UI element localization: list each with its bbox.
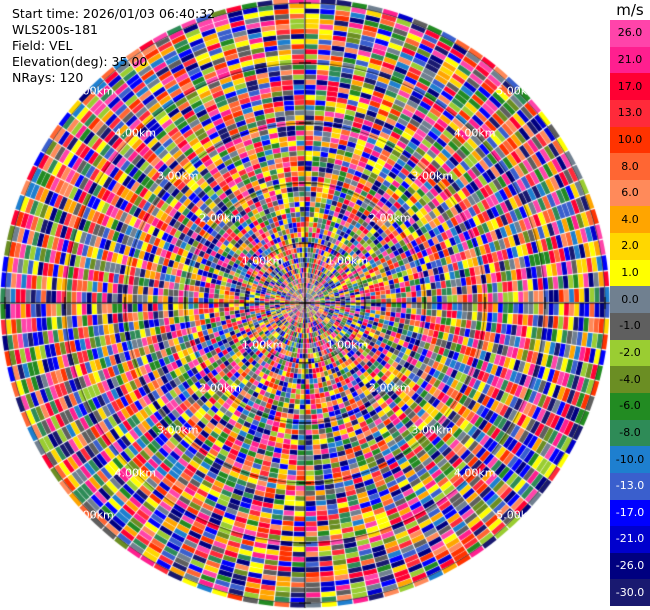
range-ring-label: 1.00km [241,338,284,352]
colorbar-cell: -13.0 [610,472,650,500]
start-time-text: Start time: 2026/01/03 06:40:32 [12,6,216,21]
colorbar-cell: -26.0 [610,552,650,580]
colorbar-tick-label: -10.0 [615,452,645,466]
range-ring-label: 5.00km [72,508,114,522]
colorbar-cell: 26.0 [610,20,650,47]
colorbar-tick-label: -6.0 [619,399,641,413]
colorbar-cell: 13.0 [610,99,650,127]
velocity-colorbar: m/s 26.0 21.0 17.0 13.0 10.0 8.0 6.0 4.0 2.0 1.0 0… [610,0,650,610]
colorbar-tick-label: 13.0 [617,106,643,120]
range-ring-label: 3.00km [156,423,199,437]
elevation-text: Elevation(deg): 35.00 [12,54,148,69]
colorbar-cell: -10.0 [610,446,650,473]
range-ring-label: 2.00km [199,211,241,225]
colorbar-cell: 6.0 [610,179,650,207]
colorbar-cell: -4.0 [610,366,650,393]
range-ring-label: 3.00km [411,423,454,437]
colorbar-unit: m/s [616,1,644,19]
colorbar-cell: -30.0 [610,579,650,607]
colorbar-tick-label: -17.0 [615,505,645,519]
colorbar-cell: 8.0 [610,153,650,180]
nrays-text: NRays: 120 [12,70,84,85]
range-ring-label: 4.00km [114,126,157,140]
range-ring-label: 4.00km [453,126,496,140]
range-ring-label: 3.00km [156,169,199,183]
colorbar-tick-label: -8.0 [619,425,641,439]
colorbar-cell: -6.0 [610,392,650,420]
colorbar-cell: -1.0 [610,313,650,340]
range-ring-label: 2.00km [199,381,241,395]
colorbar-tick-label: -2.0 [619,346,641,359]
range-ring-label: 1.00km [326,338,369,352]
colorbar-tick-label: 17.0 [617,79,643,93]
colorbar-cell: 1.0 [610,259,650,287]
colorbar-tick-label: 0.0 [621,292,639,306]
range-ring-label: 1.00km [241,254,284,268]
colorbar-tick-label: 21.0 [617,52,643,66]
range-ring-label: 2.00km [369,381,411,395]
colorbar-tick-label: 8.0 [621,159,639,173]
colorbar-tick-label: -21.0 [615,532,645,546]
field-text: Field: VEL [12,38,73,53]
colorbar-cell: -8.0 [610,419,650,447]
colorbar-tick-label: 1.0 [621,266,639,280]
colorbar-tick-label: -1.0 [619,319,641,333]
colorbar-cell: 4.0 [610,206,650,234]
colorbar-tick-label: -4.0 [619,372,641,386]
colorbar-cell: -17.0 [610,499,650,527]
colorbar-tick-label: -26.0 [615,559,645,573]
range-ring-label: 5.00km [72,84,114,98]
colorbar-tick-label: 26.0 [617,26,643,40]
range-ring-label: 4.00km [114,466,157,480]
range-ring-label: 5.00km [496,508,538,522]
scan-info: Start time: 2026/01/03 06:40:32 WLS200s-… [12,6,215,86]
range-ring-label: 5.00km [496,84,538,98]
colorbar-cell: 10.0 [610,126,650,154]
range-ring-label: 3.00km [411,169,454,183]
colorbar-tick-label: 10.0 [617,132,643,146]
range-ring-label: 2.00km [369,211,411,225]
colorbar-tick-label: -30.0 [615,585,645,599]
range-ring-label: 4.00km [453,466,496,480]
colorbar-cell: 0.0 [610,286,650,314]
colorbar-tick-label: -13.0 [615,479,645,493]
colorbar-cell: 2.0 [610,233,650,260]
colorbar-cell: 21.0 [610,46,650,74]
colorbar-cell: 17.0 [610,73,650,100]
colorbar-tick-label: 6.0 [621,186,639,200]
range-ring-label: 1.00km [326,254,369,268]
colorbar-tick-label: 2.0 [621,239,639,253]
colorbar-cells: 26.0 21.0 17.0 13.0 10.0 8.0 6.0 4.0 2.0 1.0 0.0 -1… [610,20,650,607]
instrument-text: WLS200s-181 [12,22,98,37]
colorbar-tick-label: 4.0 [621,212,639,226]
colorbar-cell: -21.0 [610,526,650,553]
colorbar-cell: -2.0 [610,339,650,367]
